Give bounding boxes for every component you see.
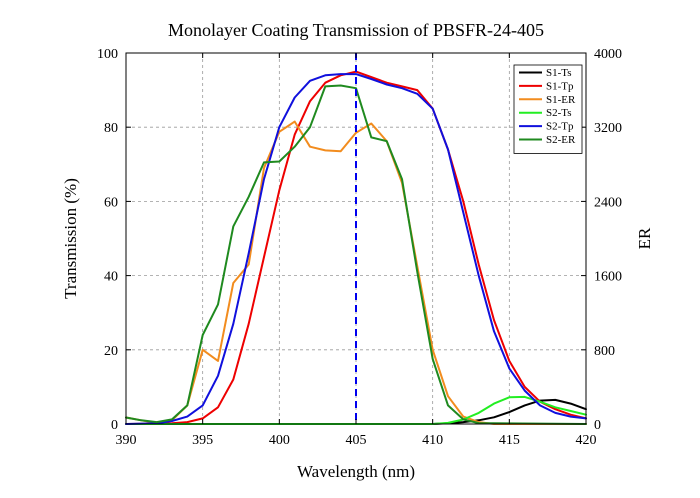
y-tick-label: 20: [104, 344, 118, 359]
y2-tick-label: 4000: [594, 47, 622, 62]
y2-tick-label: 0: [594, 418, 601, 433]
series-line-s1-tp: [125, 70, 587, 425]
legend-label: S1-Tp: [546, 80, 574, 92]
legend-label: S2-Tp: [546, 121, 574, 133]
x-axis-label: Wavelength (nm): [297, 462, 415, 481]
y2-tick-label: 2400: [594, 195, 622, 210]
legend-label: S1-Ts: [546, 67, 572, 79]
y-tick-label: 60: [104, 195, 118, 210]
axis-ticks: 390 395 400 405 410 415 4200204060801000800160…: [97, 47, 622, 448]
y-tick-label: 100: [97, 47, 118, 62]
legend-label: S2-ER: [546, 134, 576, 146]
y-tick-label: 0: [111, 418, 118, 433]
y-tick-label: 80: [104, 121, 118, 136]
legend-label: S2-Ts: [546, 107, 572, 119]
y-tick-label: 40: [104, 270, 118, 285]
x-tick-label: 400: [269, 433, 290, 448]
chart-title: Monolayer Coating Transmission of PBSFR-…: [168, 20, 544, 40]
x-tick-label: 405: [346, 433, 367, 448]
y2-tick-label: 3200: [594, 121, 622, 136]
series-line-s2-er: [125, 84, 587, 425]
legend-label: S1-ER: [546, 94, 576, 106]
x-tick-label: 395: [192, 433, 213, 448]
x-tick-label: 410: [422, 433, 443, 448]
x-tick-label: 415: [499, 433, 520, 448]
x-tick-label: 420: [576, 433, 597, 448]
series-line-s2-ts: [125, 395, 587, 425]
y2-axis-label: ER: [635, 227, 654, 249]
y-axis-label: Transmission (%): [61, 178, 80, 299]
series-line-s2-tp: [125, 73, 587, 425]
x-tick-label: 390: [116, 433, 137, 448]
y2-tick-label: 800: [594, 344, 615, 359]
y2-tick-label: 1600: [594, 270, 622, 285]
